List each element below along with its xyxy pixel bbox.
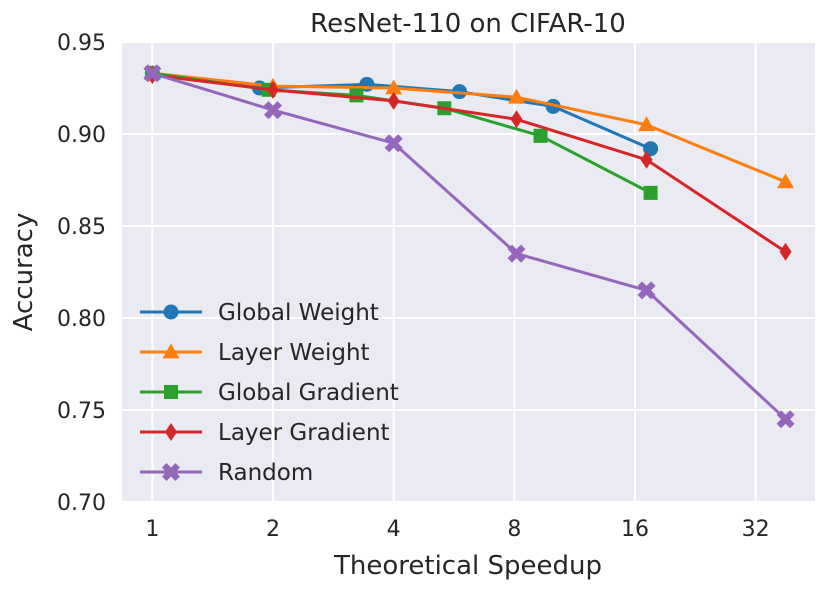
grid xyxy=(122,41,815,503)
chart-title: ResNet-110 on CIFAR-10 xyxy=(310,9,626,39)
legend-item-global-gradient: Global Gradient xyxy=(140,380,399,406)
data-point-layer-gradient xyxy=(779,242,792,261)
x-tick-label: 4 xyxy=(387,517,401,542)
legend-marker xyxy=(164,385,178,399)
data-point-layer-gradient xyxy=(387,91,400,110)
y-tick-label: 0.75 xyxy=(57,399,106,424)
y-tick-label: 0.95 xyxy=(57,31,106,56)
legend-marker xyxy=(162,343,180,359)
data-point-layer-weight xyxy=(507,88,525,104)
y-tick-label: 0.80 xyxy=(57,307,106,332)
y-tick-label: 0.90 xyxy=(57,123,106,148)
data-point-random xyxy=(264,101,283,120)
y-tick-label: 0.70 xyxy=(57,491,106,516)
data-point-random xyxy=(776,410,795,429)
x-tick-label: 32 xyxy=(742,517,770,542)
data-point-layer-gradient xyxy=(267,80,280,99)
y-axis-ticks: 0.70 0.75 0.80 0.85 0.90 0.95 xyxy=(57,31,106,516)
series-layer xyxy=(143,64,795,429)
series-line-layer-weight xyxy=(150,71,788,184)
x-axis-label: Theoretical Speedup xyxy=(333,551,602,581)
data-point-global-gradient xyxy=(643,185,658,200)
legend-item-layer-gradient: Layer Gradient xyxy=(140,420,390,446)
legend-item-global-weight: Global Weight xyxy=(140,300,379,326)
y-tick-label: 0.85 xyxy=(57,215,106,240)
data-point-global-gradient xyxy=(533,128,548,143)
y-axis-label: Accuracy xyxy=(9,213,39,332)
x-tick-label: 8 xyxy=(507,517,521,542)
x-tick-label: 2 xyxy=(266,517,280,542)
x-tick-label: 1 xyxy=(145,517,159,542)
legend-label: Random xyxy=(218,460,313,486)
legend-label: Global Gradient xyxy=(218,380,399,406)
data-point-layer-weight xyxy=(638,116,656,132)
data-point-random xyxy=(637,281,656,300)
legend-label: Global Weight xyxy=(218,300,379,326)
data-point-layer-gradient xyxy=(640,150,653,169)
series-line-layer-gradient xyxy=(150,73,788,254)
legend-marker xyxy=(165,423,177,441)
series-random xyxy=(143,64,795,429)
data-point-layer-gradient xyxy=(510,110,523,129)
series-line-random xyxy=(150,71,788,421)
x-tick-label: 16 xyxy=(621,517,649,542)
x-axis-ticks: 1 2 4 8 16 32 xyxy=(145,517,769,542)
legend-label: Layer Weight xyxy=(218,340,370,366)
data-point-random xyxy=(384,134,403,153)
legend-item-random: Random xyxy=(140,460,313,486)
data-point-global-gradient xyxy=(349,88,364,103)
plot-area xyxy=(122,42,815,502)
data-point-random xyxy=(507,244,526,263)
legend-item-layer-weight: Layer Weight xyxy=(140,340,370,366)
data-point-layer-weight xyxy=(385,79,403,95)
legend-label: Layer Gradient xyxy=(218,420,390,446)
legend-marker xyxy=(163,304,179,320)
legend-marker xyxy=(162,463,180,481)
data-point-layer-weight xyxy=(777,173,795,189)
data-point-random xyxy=(143,64,162,83)
legend: Global Weight Layer Weight Global Gradient… xyxy=(140,300,399,486)
